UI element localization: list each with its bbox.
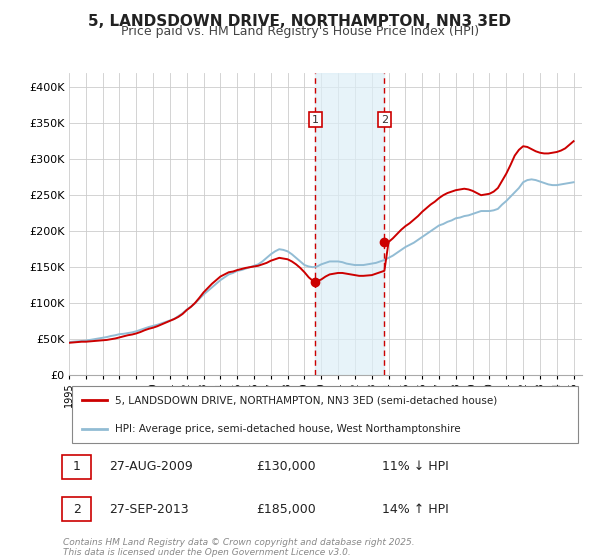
Text: 2: 2 bbox=[380, 115, 388, 124]
Text: 5, LANDSDOWN DRIVE, NORTHAMPTON, NN3 3ED (semi-detached house): 5, LANDSDOWN DRIVE, NORTHAMPTON, NN3 3ED… bbox=[115, 395, 497, 405]
Bar bbox=[62, 455, 91, 479]
Text: Price paid vs. HM Land Registry's House Price Index (HPI): Price paid vs. HM Land Registry's House … bbox=[121, 25, 479, 38]
Bar bbox=[62, 497, 91, 521]
Text: 1: 1 bbox=[73, 460, 80, 473]
Text: 2: 2 bbox=[73, 503, 80, 516]
Text: 27-AUG-2009: 27-AUG-2009 bbox=[110, 460, 193, 473]
Text: 14% ↑ HPI: 14% ↑ HPI bbox=[383, 503, 449, 516]
Text: Contains HM Land Registry data © Crown copyright and database right 2025.
This d: Contains HM Land Registry data © Crown c… bbox=[63, 538, 415, 557]
Text: 5, LANDSDOWN DRIVE, NORTHAMPTON, NN3 3ED: 5, LANDSDOWN DRIVE, NORTHAMPTON, NN3 3ED bbox=[89, 14, 511, 29]
Bar bbox=[316, 73, 384, 375]
Text: 1: 1 bbox=[312, 115, 319, 124]
Text: 11% ↓ HPI: 11% ↓ HPI bbox=[383, 460, 449, 473]
Text: £185,000: £185,000 bbox=[257, 503, 316, 516]
Text: HPI: Average price, semi-detached house, West Northamptonshire: HPI: Average price, semi-detached house,… bbox=[115, 423, 461, 433]
Text: £130,000: £130,000 bbox=[257, 460, 316, 473]
Text: 27-SEP-2013: 27-SEP-2013 bbox=[110, 503, 189, 516]
